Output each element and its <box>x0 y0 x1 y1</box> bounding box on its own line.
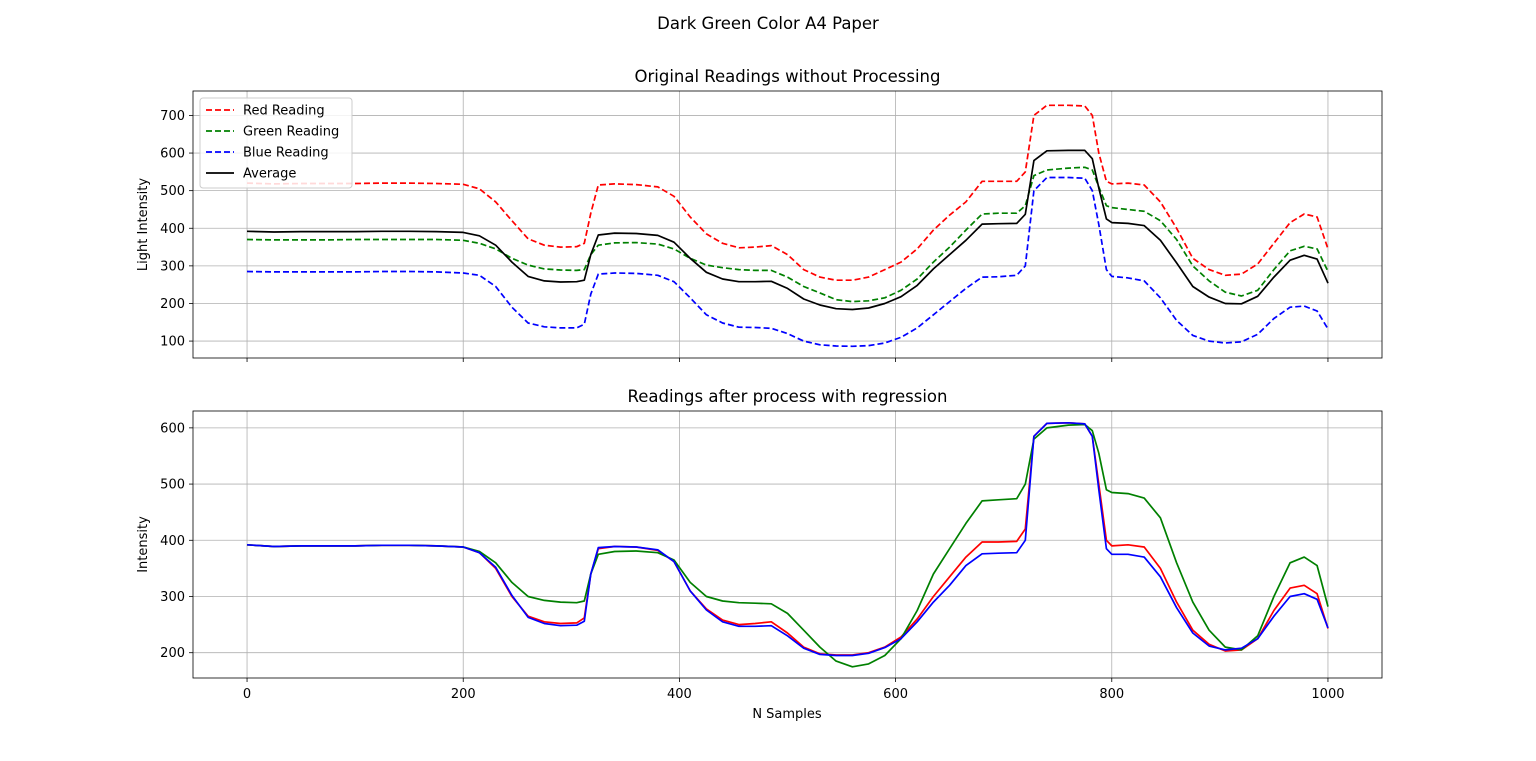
y-tick-label: 500 <box>160 184 185 199</box>
bottom-chart: 0 200 400 600 800 1000 200 300 400 500 600 Readings… <box>136 387 1383 702</box>
series-line-blue-reading <box>246 176 1329 348</box>
y-tick-label: 500 <box>160 478 185 493</box>
chart-title: Original Readings without Processing <box>634 67 940 86</box>
series-line <box>246 423 1329 668</box>
y-tick-label: 600 <box>160 421 185 436</box>
plot-frame <box>192 410 1383 679</box>
legend-label: Blue Reading <box>243 146 329 161</box>
legend-label: Red Reading <box>243 104 325 119</box>
x-tick-label: 1000 <box>1311 687 1344 702</box>
y-axis-label: Light Intensity <box>136 178 151 271</box>
y-tick-label: 400 <box>160 222 185 237</box>
x-tick-label: 400 <box>667 687 692 702</box>
plot-frame <box>192 90 1383 359</box>
legend-box <box>199 97 353 189</box>
series-line <box>246 421 1329 656</box>
legend-label: Green Reading <box>243 125 339 140</box>
legend-label: Average <box>243 167 296 182</box>
series-line-red-reading <box>246 104 1329 282</box>
y-tick-label: 200 <box>160 646 185 661</box>
series-line-green-reading <box>246 166 1329 303</box>
chart-title: Readings after process with regression <box>628 387 948 406</box>
y-tick-label: 400 <box>160 534 185 549</box>
y-tick-label: 100 <box>160 335 185 350</box>
x-axis-label: N Samples <box>752 707 822 722</box>
y-tick-label: 300 <box>160 590 185 605</box>
y-tick-label: 300 <box>160 259 185 274</box>
y-tick-label: 600 <box>160 147 185 162</box>
series-line <box>246 421 1329 657</box>
series-line-average <box>246 149 1329 311</box>
x-tick-label: 0 <box>243 687 251 702</box>
top-chart: 100 200 300 400 500 600 700 Original Readings w… <box>136 67 1383 362</box>
y-tick-label: 700 <box>160 109 185 124</box>
x-tick-label: 200 <box>451 687 476 702</box>
x-tick-label: 800 <box>1099 687 1124 702</box>
y-axis-label: Intensity <box>136 516 151 573</box>
figure-title: Dark Green Color A4 Paper <box>657 14 879 33</box>
y-tick-label: 200 <box>160 297 185 312</box>
x-tick-label: 600 <box>883 687 908 702</box>
